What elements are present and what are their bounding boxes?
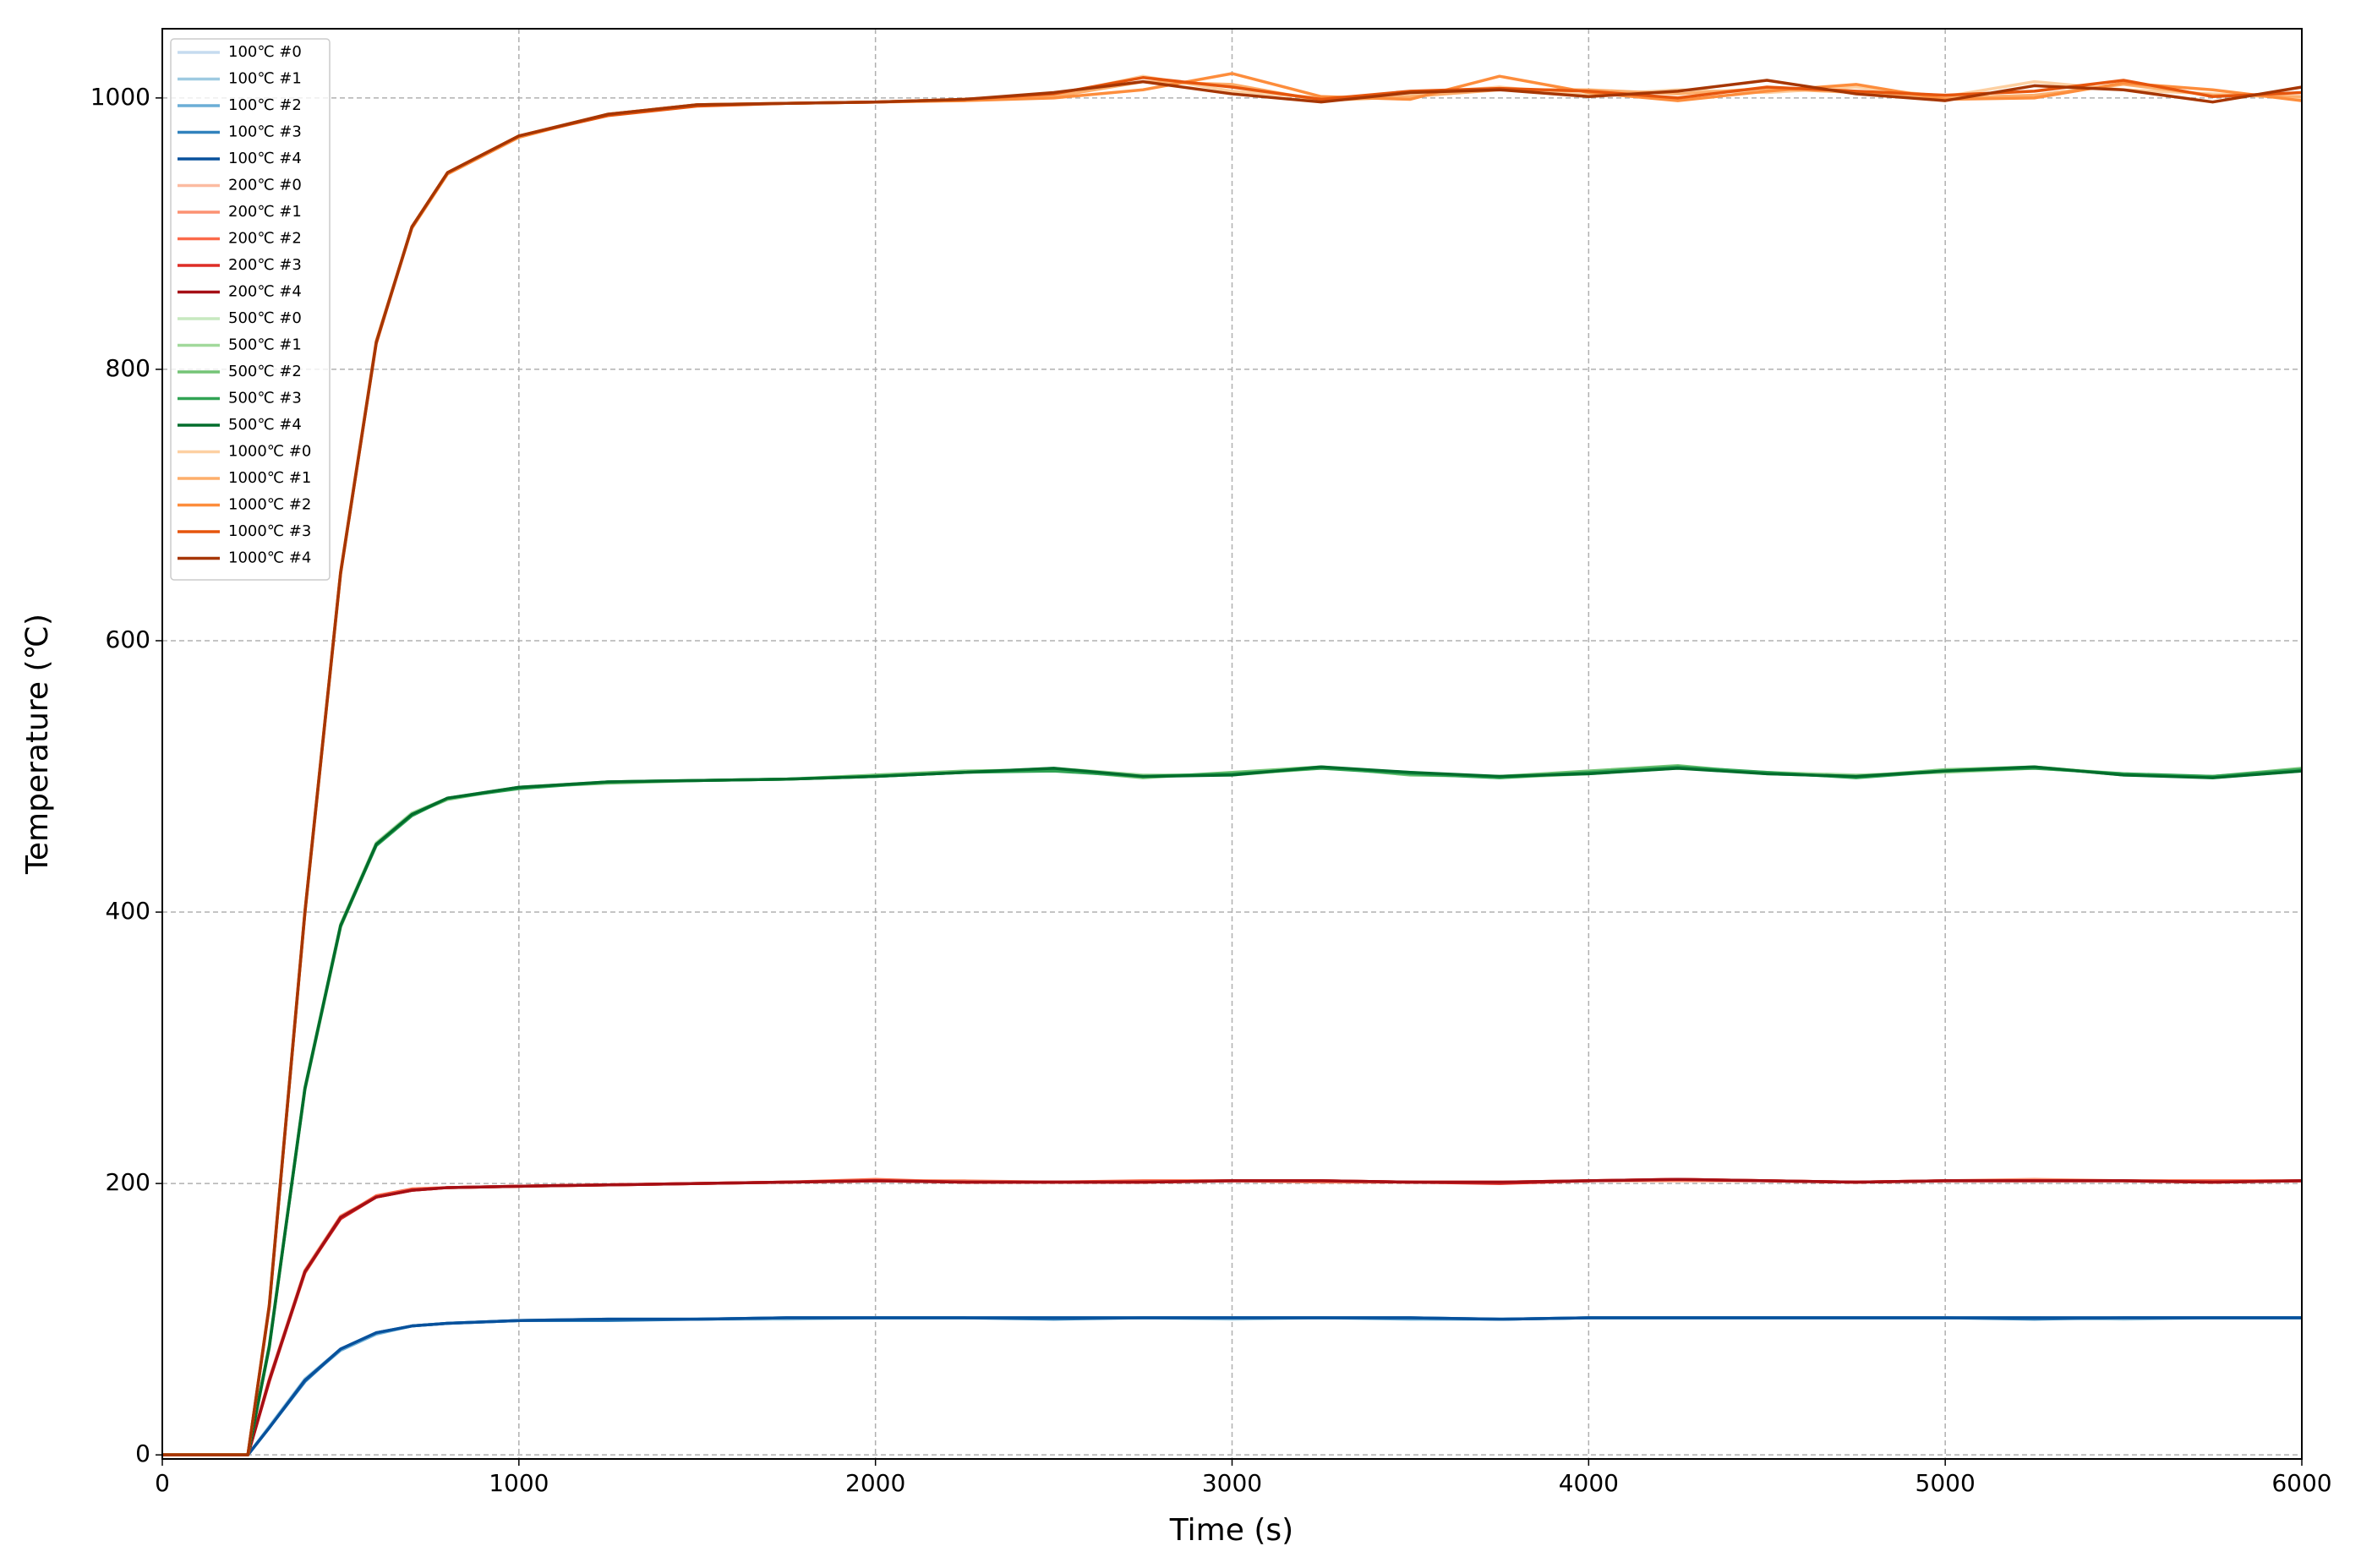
legend-label: 500℃ #0 xyxy=(228,309,302,327)
x-tick-label: 6000 xyxy=(2271,1469,2331,1497)
legend-label: 100℃ #1 xyxy=(228,70,302,88)
legend-label: 500℃ #3 xyxy=(228,390,302,407)
legend-label: 100℃ #0 xyxy=(228,43,302,61)
legend-label: 200℃ #2 xyxy=(228,230,302,248)
x-axis-label: Time (s) xyxy=(1169,1513,1293,1548)
x-tick-label: 1000 xyxy=(489,1469,549,1497)
y-tick-label: 800 xyxy=(106,354,150,382)
legend-label: 200℃ #4 xyxy=(228,283,302,301)
series-line xyxy=(162,79,2303,1456)
legend-label: 500℃ #2 xyxy=(228,363,302,380)
legend-label: 1000℃ #2 xyxy=(228,496,311,514)
x-tick-label: 2000 xyxy=(845,1469,905,1497)
legend-label: 100℃ #4 xyxy=(228,150,302,167)
legend: 100℃ #0 100℃ #1 100℃ #2 100℃ #3 100℃ #4 200℃ … xyxy=(170,38,331,581)
legend-label: 500℃ #4 xyxy=(228,416,302,434)
y-tick-label: 400 xyxy=(106,897,150,925)
x-tick-label: 0 xyxy=(155,1469,170,1497)
legend-label: 200℃ #1 xyxy=(228,203,302,221)
legend-label: 200℃ #0 xyxy=(228,177,302,194)
ticks: 0 1000 2000 3000 4000 5000 6000 0 200 400 600 800 10… xyxy=(90,83,2332,1497)
legend-label: 1000℃ #0 xyxy=(228,443,311,461)
x-tick-label: 5000 xyxy=(1916,1469,1976,1497)
legend-label: 500℃ #1 xyxy=(228,336,302,354)
series-line xyxy=(162,765,2303,1456)
legend-label: 100℃ #3 xyxy=(228,123,302,141)
lines xyxy=(162,72,2303,1456)
y-tick-label: 0 xyxy=(135,1440,150,1467)
legend-label: 100℃ #2 xyxy=(228,96,302,114)
y-tick-label: 1000 xyxy=(90,83,150,111)
x-tick-label: 4000 xyxy=(1559,1469,1619,1497)
grid xyxy=(161,29,2303,1459)
series-line xyxy=(162,1177,2303,1456)
x-tick-label: 3000 xyxy=(1202,1469,1262,1497)
series-line xyxy=(162,1316,2302,1456)
legend-label: 1000℃ #3 xyxy=(228,522,311,540)
legend-box xyxy=(170,38,331,581)
y-tick-label: 600 xyxy=(106,626,150,653)
legend-label: 200℃ #3 xyxy=(228,256,302,274)
y-tick-label: 200 xyxy=(106,1168,150,1196)
legend-label: 1000℃ #4 xyxy=(228,549,311,567)
legend-label: 1000℃ #1 xyxy=(228,469,311,487)
y-axis-label: Temperature (℃) xyxy=(20,614,55,875)
